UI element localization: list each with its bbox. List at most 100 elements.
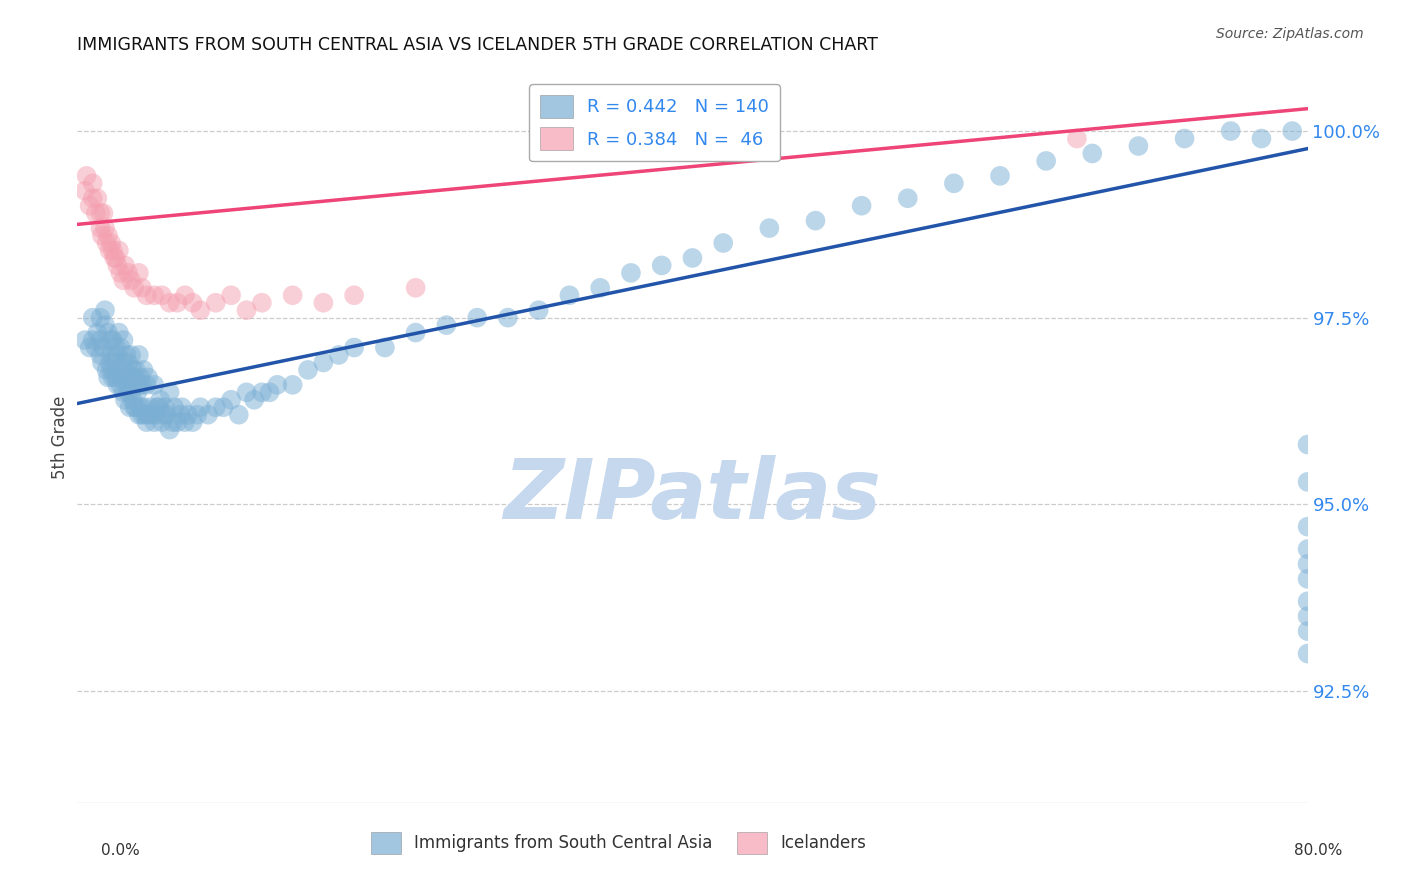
- Point: [235, 385, 257, 400]
- Point: [73, 184, 96, 198]
- Point: [117, 385, 139, 400]
- Point: [105, 348, 128, 362]
- Point: [259, 385, 281, 400]
- Point: [250, 385, 273, 400]
- Point: [177, 408, 200, 422]
- Point: [79, 341, 101, 355]
- Point: [89, 206, 111, 220]
- Point: [170, 401, 193, 415]
- Point: [112, 385, 135, 400]
- Point: [84, 341, 107, 355]
- Point: [465, 310, 488, 325]
- Point: [235, 303, 257, 318]
- Point: [136, 370, 159, 384]
- Point: [1128, 139, 1150, 153]
- Point: [131, 281, 153, 295]
- Point: [94, 221, 117, 235]
- Point: [135, 415, 157, 429]
- Point: [135, 377, 157, 392]
- Text: ZIPatlas: ZIPatlas: [503, 455, 882, 536]
- Point: [82, 177, 104, 191]
- Point: [197, 408, 219, 422]
- Point: [97, 228, 120, 243]
- Point: [98, 244, 121, 258]
- Point: [181, 415, 204, 429]
- Text: 80.0%: 80.0%: [1295, 843, 1343, 858]
- Point: [1281, 124, 1303, 138]
- Point: [100, 363, 122, 377]
- Point: [155, 408, 177, 422]
- Point: [110, 341, 132, 355]
- Point: [219, 392, 242, 407]
- Point: [150, 415, 173, 429]
- Point: [125, 363, 148, 377]
- Point: [145, 408, 167, 422]
- Point: [112, 273, 135, 287]
- Point: [114, 392, 136, 407]
- Point: [312, 295, 335, 310]
- Point: [96, 363, 118, 377]
- Point: [79, 199, 101, 213]
- Point: [188, 303, 212, 318]
- Point: [128, 266, 150, 280]
- Point: [115, 348, 138, 362]
- Point: [897, 191, 920, 205]
- Point: [212, 401, 235, 415]
- Text: IMMIGRANTS FROM SOUTH CENTRAL ASIA VS ICELANDER 5TH GRADE CORRELATION CHART: IMMIGRANTS FROM SOUTH CENTRAL ASIA VS IC…: [77, 36, 879, 54]
- Point: [405, 326, 427, 340]
- Point: [312, 355, 335, 369]
- Point: [122, 370, 145, 384]
- Point: [118, 370, 141, 384]
- Point: [90, 228, 114, 243]
- Point: [114, 363, 136, 377]
- Point: [110, 266, 132, 280]
- Point: [146, 401, 169, 415]
- Point: [343, 288, 366, 302]
- Point: [94, 303, 117, 318]
- Point: [219, 288, 242, 302]
- Point: [159, 423, 181, 437]
- Point: [97, 370, 120, 384]
- Point: [112, 333, 135, 347]
- Point: [1296, 557, 1319, 571]
- Point: [1296, 624, 1319, 639]
- Point: [114, 259, 136, 273]
- Point: [127, 385, 149, 400]
- Point: [118, 401, 141, 415]
- Point: [1035, 153, 1057, 168]
- Point: [101, 244, 124, 258]
- Point: [125, 401, 148, 415]
- Point: [143, 288, 166, 302]
- Point: [166, 415, 188, 429]
- Point: [589, 281, 612, 295]
- Point: [281, 288, 304, 302]
- Point: [89, 348, 111, 362]
- Point: [104, 251, 127, 265]
- Point: [93, 206, 115, 220]
- Point: [110, 377, 132, 392]
- Point: [122, 401, 145, 415]
- Point: [97, 326, 120, 340]
- Point: [108, 363, 131, 377]
- Point: [297, 363, 319, 377]
- Point: [138, 401, 160, 415]
- Point: [153, 401, 176, 415]
- Point: [101, 370, 124, 384]
- Point: [405, 281, 427, 295]
- Point: [86, 191, 108, 205]
- Point: [1296, 475, 1319, 489]
- Point: [1296, 542, 1319, 557]
- Point: [105, 377, 128, 392]
- Point: [129, 370, 152, 384]
- Point: [1296, 609, 1319, 624]
- Point: [120, 385, 142, 400]
- Point: [1296, 647, 1319, 661]
- Point: [100, 333, 122, 347]
- Point: [132, 363, 155, 377]
- Point: [851, 199, 873, 213]
- Point: [988, 169, 1011, 183]
- Point: [281, 377, 304, 392]
- Point: [204, 401, 226, 415]
- Point: [558, 288, 581, 302]
- Point: [101, 333, 124, 347]
